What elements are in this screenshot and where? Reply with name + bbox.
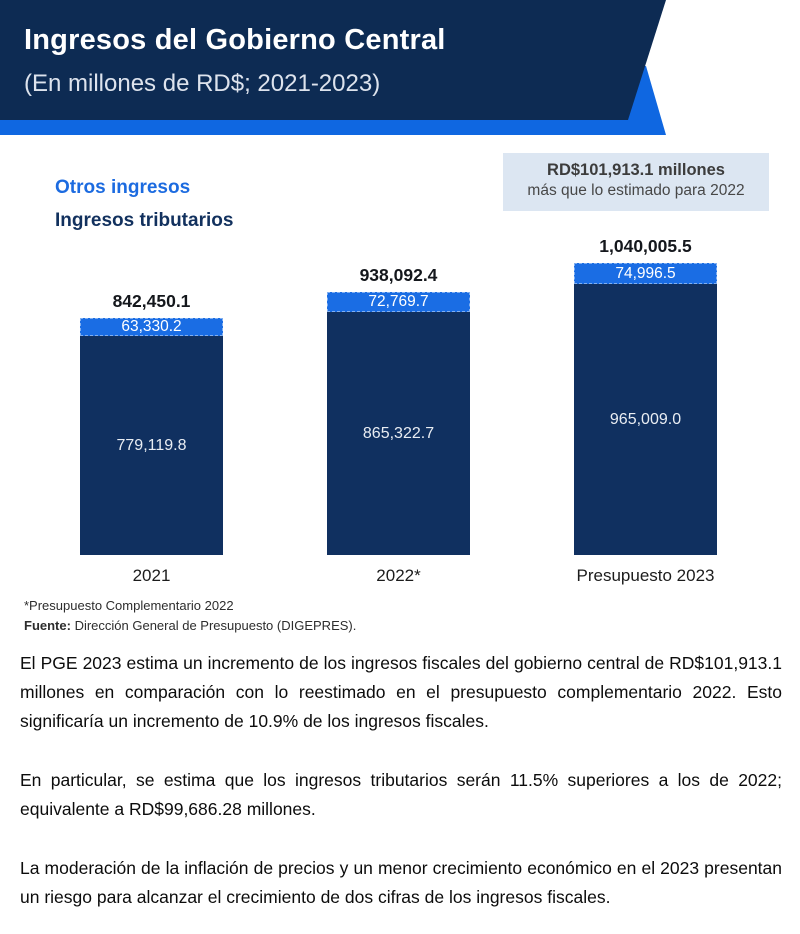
legend-item-ingresos-tributarios: Ingresos tributarios	[55, 210, 234, 231]
bar-total-label-presupuesto-2023: 1,040,005.5	[599, 236, 692, 256]
footnotes: *Presupuesto Complementario 2022 Fuente:…	[24, 596, 356, 636]
source-label: Fuente:	[24, 618, 71, 633]
bar-2022-segment-otros-ingresos: 72,769.7	[327, 291, 470, 313]
bar-value-label: 779,119.8	[116, 436, 187, 454]
paragraph-riesgo: La moderación de la inflación de precios…	[20, 858, 782, 907]
paragraph-incremento: El PGE 2023 estima un incremento de los …	[20, 653, 782, 731]
header-banner: Ingresos del Gobierno Central (En millon…	[0, 0, 666, 120]
bar-value-label: 965,009.0	[609, 410, 682, 428]
callout-box: RD$101,913.1 millones más que lo estimad…	[503, 153, 769, 211]
footnote-presupuesto-complementario: *Presupuesto Complementario 2022	[24, 598, 234, 613]
bar-2021-segment-otros-ingresos: 63,330.2	[80, 318, 223, 337]
x-axis-label-2022: 2022*	[376, 566, 421, 585]
bar-value-label: 72,769.7	[368, 292, 429, 310]
page-title: Ingresos del Gobierno Central	[24, 24, 446, 56]
source-text: Dirección General de Presupuesto (DIGEPR…	[70, 618, 357, 633]
bar-presupuesto-2023: 74,996.5 965,009.0	[574, 263, 717, 555]
bar-total-label-2022: 938,092.4	[359, 264, 438, 285]
footnote-source: Fuente: Dirección General de Presupuesto…	[24, 616, 356, 636]
page-subtitle: (En millones de RD$; 2021-2023)	[24, 70, 381, 97]
legend-item-otros-ingresos: Otros ingresos	[55, 177, 191, 198]
x-axis-label-presupuesto-2023: Presupuesto 2023	[576, 566, 715, 585]
bar-presupuesto-2023-segment-ingresos-tributarios: 965,009.0	[574, 284, 717, 555]
callout-caption: más que lo estimado para 2022	[527, 182, 745, 199]
chart-legend: Otros ingresos Ingresos tributarios	[55, 177, 233, 232]
body-text: El PGE 2023 estima un incremento de los …	[20, 649, 782, 912]
bar-2021: 63,330.2 779,119.8	[80, 318, 223, 555]
bar-2022-segment-ingresos-tributarios: 865,322.7	[327, 312, 470, 555]
bar-presupuesto-2023-segment-otros-ingresos: 74,996.5	[574, 263, 717, 285]
bar-value-label: 63,330.2	[121, 318, 182, 336]
bar-2021-segment-ingresos-tributarios: 779,119.8	[80, 336, 223, 555]
bar-value-label: 865,322.7	[362, 424, 435, 442]
paragraph-tributarios: En particular, se estima que los ingreso…	[20, 770, 782, 819]
bar-2022: 72,769.7 865,322.7	[327, 291, 470, 555]
x-axis-label-2021: 2021	[132, 566, 171, 585]
bar-total-label-2021: 842,450.1	[112, 291, 191, 312]
callout-amount: RD$101,913.1 millones	[547, 161, 725, 179]
bar-value-label: 74,996.5	[615, 264, 676, 282]
